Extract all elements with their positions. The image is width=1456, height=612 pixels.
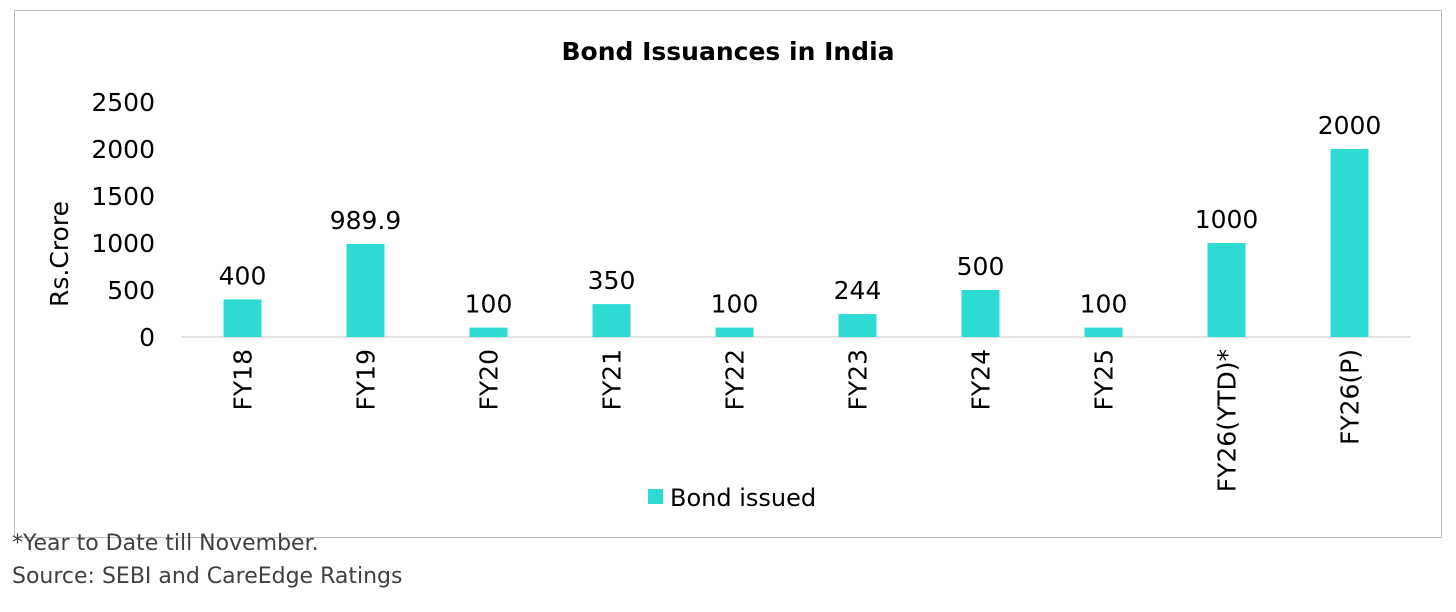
x-tick-label: FY20 [475,349,504,410]
legend-swatch [648,489,663,504]
bar [1084,327,1123,337]
y-tick-label: 1500 [91,182,155,211]
y-axis-ticks: 0 500 1000 1500 2000 2500 [91,88,155,352]
x-tick-label: FY21 [598,349,627,410]
y-tick-label: 0 [139,323,155,352]
data-label: 500 [957,252,1005,281]
bar [592,304,631,337]
data-labels-group: 400 989.9 100 350 100 244 500 100 1000 2000 [219,111,1382,319]
y-tick-label: 1000 [91,229,155,258]
data-label: 1000 [1195,205,1259,234]
bar [469,327,508,337]
x-tick-label: FY22 [721,349,750,410]
data-label: 350 [588,266,636,295]
x-tick-label: FY26(YTD)* [1213,349,1242,492]
bar-chart: Bond Issuances in India Rs.Crore 0 500 100… [45,37,1411,512]
y-tick-label: 500 [107,276,155,305]
x-tick-label: FY18 [229,349,258,410]
x-tick-label: FY25 [1090,349,1119,410]
bar [715,327,754,337]
source-note: Source: SEBI and CareEdge Ratings [12,564,403,589]
bar [346,243,385,337]
data-label: 400 [219,261,267,290]
y-tick-label: 2000 [91,135,155,164]
y-axis-label: Rs.Crore [45,201,74,307]
bar [961,290,1000,337]
footnote-ytd: *Year to Date till November. [12,531,319,556]
x-tick-label: FY23 [844,349,873,410]
data-label: 989.9 [330,206,402,235]
x-tick-label: FY24 [967,349,996,410]
data-label: 100 [1080,290,1128,319]
bar [1330,149,1369,337]
x-tick-label: FY19 [352,349,381,410]
legend: Bond issued [648,484,816,512]
legend-label: Bond issued [670,484,816,512]
y-tick-label: 2500 [91,88,155,117]
data-label: 2000 [1318,111,1382,140]
bar [1207,243,1246,337]
data-label: 244 [834,276,882,305]
x-tick-label: FY26(P) [1336,349,1365,445]
chart-title: Bond Issuances in India [561,37,894,66]
x-axis-tick-labels: FY18 FY19 FY20 FY21 FY22 FY23 FY24 FY25 FY26(YTD… [229,349,1365,492]
data-label: 100 [465,290,513,319]
data-label: 100 [711,290,759,319]
bar [838,314,877,337]
bars-group [223,149,1369,337]
bar [223,299,262,337]
chart-frame: Bond Issuances in India Rs.Crore 0 500 100… [14,10,1442,538]
